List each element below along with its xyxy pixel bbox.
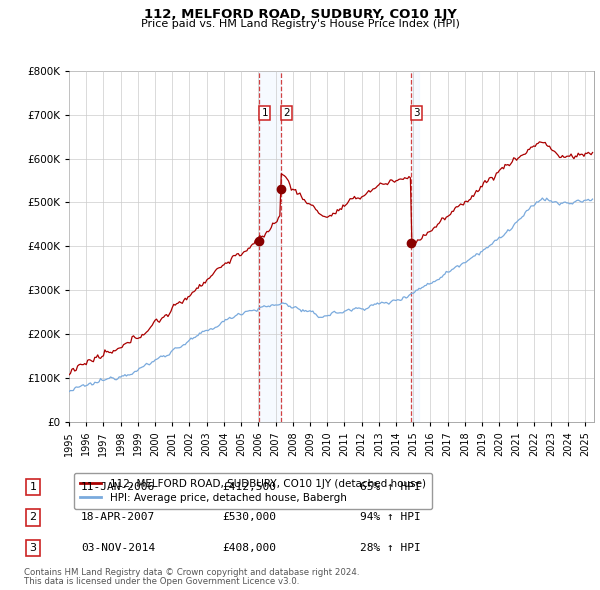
Text: 28% ↑ HPI: 28% ↑ HPI [360,543,421,553]
Text: 2: 2 [29,513,37,522]
Text: 65% ↑ HPI: 65% ↑ HPI [360,482,421,491]
Legend: 112, MELFORD ROAD, SUDBURY, CO10 1JY (detached house), HPI: Average price, detac: 112, MELFORD ROAD, SUDBURY, CO10 1JY (de… [74,473,432,509]
Text: 94% ↑ HPI: 94% ↑ HPI [360,513,421,522]
Text: 1: 1 [262,108,268,118]
Text: 03-NOV-2014: 03-NOV-2014 [81,543,155,553]
Bar [410,71,419,422]
Text: £408,000: £408,000 [222,543,276,553]
Text: Contains HM Land Registry data © Crown copyright and database right 2024.: Contains HM Land Registry data © Crown c… [24,568,359,577]
Bar [259,71,281,422]
Text: 2: 2 [283,108,290,118]
Text: Price paid vs. HM Land Registry's House Price Index (HPI): Price paid vs. HM Land Registry's House … [140,19,460,30]
Text: 3: 3 [413,108,420,118]
Text: 1: 1 [29,482,37,491]
Text: £412,500: £412,500 [222,482,276,491]
Text: 112, MELFORD ROAD, SUDBURY, CO10 1JY: 112, MELFORD ROAD, SUDBURY, CO10 1JY [143,8,457,21]
Text: This data is licensed under the Open Government Licence v3.0.: This data is licensed under the Open Gov… [24,578,299,586]
Text: 11-JAN-2006: 11-JAN-2006 [81,482,155,491]
Text: 3: 3 [29,543,37,553]
Text: £530,000: £530,000 [222,513,276,522]
Text: 18-APR-2007: 18-APR-2007 [81,513,155,522]
